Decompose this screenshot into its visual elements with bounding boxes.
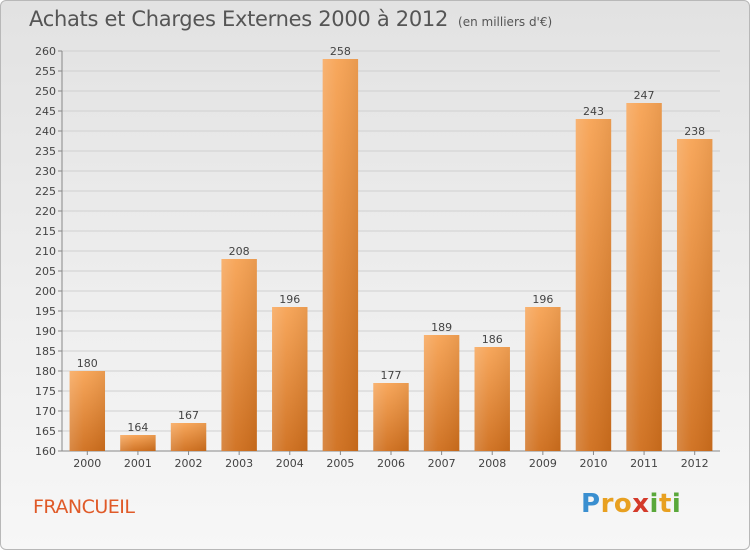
x-tick-label-2003: 2003 <box>225 457 253 470</box>
bar-shine-2000 <box>69 371 106 451</box>
y-tick-label: 210 <box>35 245 56 258</box>
data-label-2002: 167 <box>178 409 199 422</box>
bar-shine-2009 <box>525 307 561 451</box>
x-tick-label-2002: 2002 <box>175 457 203 470</box>
y-tick-label: 170 <box>35 405 56 418</box>
y-tick-label: 200 <box>35 285 56 298</box>
y-tick-label: 180 <box>35 365 56 378</box>
bar-shine-2007 <box>423 335 460 451</box>
data-label-2012: 238 <box>684 125 705 138</box>
data-label-2008: 186 <box>482 333 503 346</box>
x-tick-label-2010: 2010 <box>579 457 607 470</box>
logo-letter-4: i <box>649 489 659 519</box>
bars <box>69 59 713 451</box>
bar-shine-2011 <box>626 103 662 451</box>
data-label-2003: 208 <box>229 245 250 258</box>
chart-title-text: Achats et Charges Externes 2000 à 2012 <box>29 7 449 31</box>
commune-name: FRANCUEIL <box>33 496 135 518</box>
y-tick-label: 215 <box>35 225 56 238</box>
data-label-2001: 164 <box>127 421 148 434</box>
x-tick-label-2004: 2004 <box>276 457 304 470</box>
data-label-2009: 196 <box>532 293 553 306</box>
data-label-2005: 258 <box>330 45 351 58</box>
data-label-2000: 180 <box>77 357 98 370</box>
chart-title: Achats et Charges Externes 2000 à 2012 (e… <box>29 7 552 31</box>
y-tick-label: 245 <box>35 105 56 118</box>
bar-shine-2010 <box>575 119 612 451</box>
x-tick-label-2001: 2001 <box>124 457 152 470</box>
logo-letter-2: o <box>613 489 633 519</box>
bar-shine-2004 <box>272 307 308 451</box>
y-tick-label: 165 <box>35 425 56 438</box>
x-tick-label-2012: 2012 <box>681 457 709 470</box>
x-tick-label-2006: 2006 <box>377 457 405 470</box>
bar-shine-2005 <box>322 59 359 451</box>
data-label-2010: 243 <box>583 105 604 118</box>
data-label-2007: 189 <box>431 321 452 334</box>
chart-unit: (en milliers d'€) <box>458 15 553 29</box>
logo-letter-3: x <box>632 489 650 519</box>
bar-shine-2012 <box>676 139 713 451</box>
y-tick-label: 175 <box>35 385 56 398</box>
data-label-2011: 247 <box>634 89 655 102</box>
y-tick-label: 160 <box>35 445 56 458</box>
data-labels: 180 164 167 208 196 258 177 189 186 196 243 247 238 <box>77 45 705 434</box>
bar-shine-2008 <box>474 347 510 451</box>
bar-shine-2006 <box>373 383 409 451</box>
bar-shine-2003 <box>221 259 257 451</box>
x-tick-label-2011: 2011 <box>630 457 658 470</box>
logo-letter-6: i <box>671 489 682 519</box>
x-tick-label-2009: 2009 <box>529 457 557 470</box>
y-tick-label: 205 <box>35 265 56 278</box>
logo-letter-1: r <box>600 489 614 519</box>
y-tick-label: 255 <box>35 65 56 78</box>
data-label-2006: 177 <box>381 369 402 382</box>
x-tick-label-2007: 2007 <box>428 457 456 470</box>
logo-letter-5: t <box>658 489 672 519</box>
y-tick-label: 260 <box>35 45 56 58</box>
y-tick-label: 250 <box>35 85 56 98</box>
bar-shine-2001 <box>120 435 156 451</box>
logo-letter-0: P <box>581 489 601 519</box>
y-tick-label: 240 <box>35 125 56 138</box>
y-tick-label: 225 <box>35 185 56 198</box>
y-tick-label: 195 <box>35 305 56 318</box>
y-tick-label: 190 <box>35 325 56 338</box>
y-tick-label: 220 <box>35 205 56 218</box>
proxiti-logo[interactable]: Proxiti <box>581 489 681 519</box>
x-tick-label-2000: 2000 <box>73 457 101 470</box>
y-tick-label: 185 <box>35 345 56 358</box>
x-tick-label-2005: 2005 <box>326 457 354 470</box>
data-label-2004: 196 <box>279 293 300 306</box>
y-tick-label: 230 <box>35 165 56 178</box>
x-tick-label-2008: 2008 <box>478 457 506 470</box>
bar-shine-2002 <box>170 423 207 451</box>
y-tick-label: 235 <box>35 145 56 158</box>
